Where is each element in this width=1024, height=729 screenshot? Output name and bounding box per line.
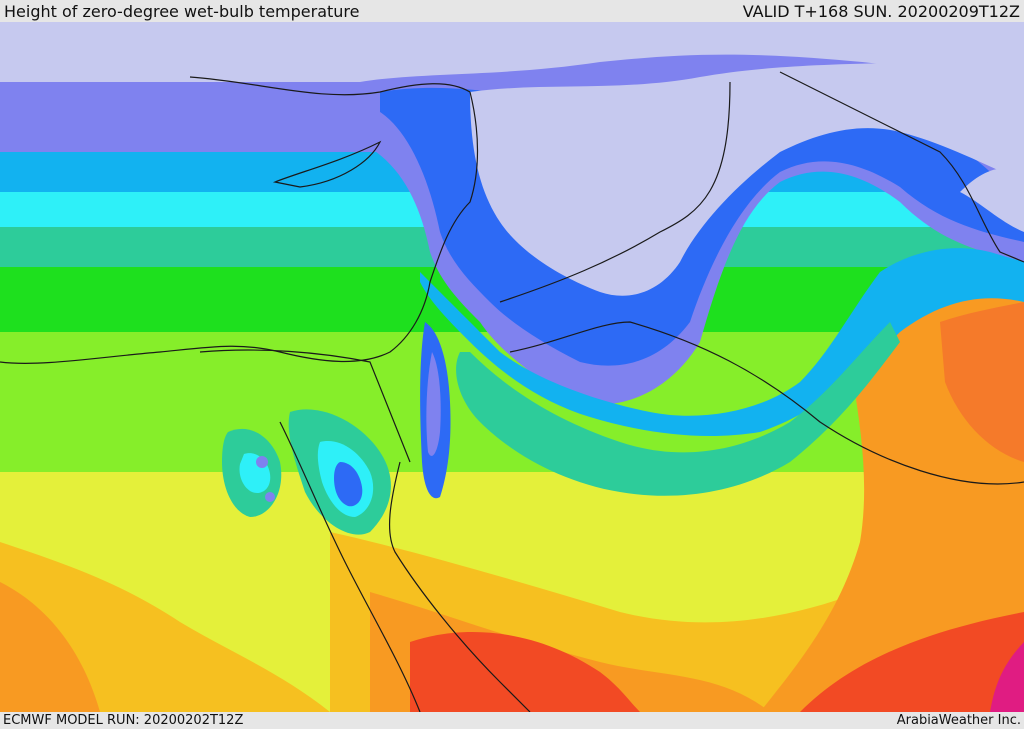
model-run-label: ECMWF MODEL RUN: 20200202T12Z bbox=[3, 713, 244, 728]
country-borders bbox=[0, 71, 1024, 712]
footer-bar: ECMWF MODEL RUN: 20200202T12Z ArabiaWeat… bbox=[0, 712, 1024, 729]
zone-teal-jordan bbox=[456, 322, 900, 496]
forecast-map[interactable] bbox=[0, 22, 1024, 712]
zone-violet-egypt bbox=[256, 456, 268, 468]
zone-magenta-southeast bbox=[990, 642, 1024, 712]
zone-sky-levant bbox=[420, 248, 1024, 437]
map-title: Height of zero-degree wet-bulb temperatu… bbox=[4, 1, 360, 21]
zone-red-south bbox=[410, 632, 640, 712]
zone-blue-sinai bbox=[334, 462, 363, 507]
coastline-turkey bbox=[189, 76, 471, 96]
zone-dark-orange-east bbox=[940, 302, 1024, 462]
coastline-mediterranean bbox=[0, 91, 479, 364]
coastline-red-sea-east bbox=[388, 461, 531, 712]
zone-lavender-zagros bbox=[960, 168, 1024, 232]
border-syria-iraq bbox=[499, 81, 731, 303]
zone-red-southeast bbox=[800, 612, 1024, 712]
coastline-red-sea-west bbox=[279, 421, 421, 712]
border-egypt-sudan bbox=[199, 349, 411, 463]
zone-lavender-north bbox=[470, 62, 1024, 296]
zone-orange-southwest bbox=[0, 582, 100, 712]
credit-label: ArabiaWeather Inc. bbox=[896, 713, 1021, 728]
zone-violet-rift bbox=[426, 352, 441, 456]
border-jordan-saudi bbox=[509, 321, 1024, 485]
map-canvas bbox=[0, 22, 1024, 712]
header-bar: Height of zero-degree wet-bulb temperatu… bbox=[0, 0, 1024, 22]
zone-violet-egypt-2 bbox=[265, 492, 275, 502]
coastline-cyprus bbox=[272, 140, 382, 188]
coastline-gulf bbox=[779, 71, 1024, 263]
valid-time-label: VALID T+168 SUN. 20200209T12Z bbox=[742, 1, 1020, 21]
